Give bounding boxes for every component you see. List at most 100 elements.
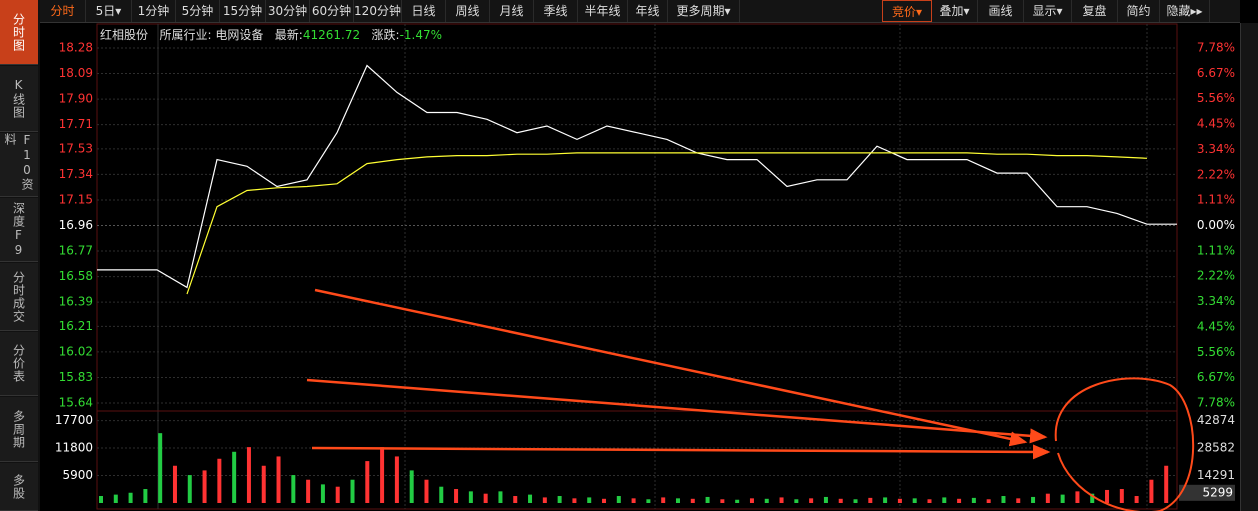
toolbar-button[interactable]: 周线 xyxy=(446,0,490,22)
toolbar-button[interactable]: 1分钟 xyxy=(132,0,176,22)
volume-bar xyxy=(1149,479,1154,503)
toolbar-button[interactable]: 季线 xyxy=(534,0,578,22)
fullscreen-icon[interactable] xyxy=(1218,0,1240,22)
toolbar-button[interactable]: 日线 xyxy=(402,0,446,22)
volume-bar xyxy=(838,498,843,503)
side-tab-label: 分价表 xyxy=(11,344,26,383)
y-tick-label: 16.96 xyxy=(59,218,93,232)
volume-bar xyxy=(350,479,355,503)
volume-bar xyxy=(957,498,962,503)
toolbar-button[interactable]: 分时 xyxy=(40,0,86,22)
toolbar-button[interactable]: 30分钟 xyxy=(266,0,310,22)
side-tab[interactable]: 多股 xyxy=(0,463,38,511)
volume-bar xyxy=(897,498,902,503)
volume-bar xyxy=(128,492,133,503)
toolbar-button[interactable]: 叠加▾ xyxy=(932,0,978,22)
volume-bar xyxy=(1045,493,1050,503)
volume-bar xyxy=(320,484,325,503)
side-tab[interactable]: F10资料 xyxy=(0,133,38,197)
side-tab[interactable]: 深度F9 xyxy=(0,198,38,262)
toolbar-button[interactable]: 年线 xyxy=(628,0,668,22)
volume-bar xyxy=(172,465,177,503)
chart: 18.28 18.09 17.90 17.71 17.53 17.34 17.15 16.96… xyxy=(55,23,1235,511)
volume-bar xyxy=(483,493,488,503)
latest-value: 41261.72 xyxy=(302,28,361,42)
y2-tick-label: 6.67% xyxy=(1197,66,1235,80)
volume-bar xyxy=(646,499,651,503)
change-label: 涨跌: xyxy=(371,28,400,42)
volume-bar xyxy=(380,447,385,503)
volume-bar xyxy=(439,486,444,503)
toolbar-button[interactable]: 竞价▾ xyxy=(882,0,932,22)
side-tab[interactable]: K线图 xyxy=(0,66,38,132)
y-tick-label: 15.83 xyxy=(59,370,93,384)
toolbar-button[interactable]: 显示▾ xyxy=(1024,0,1072,22)
side-tab-label: 多股 xyxy=(11,473,26,500)
side-tab[interactable]: 多周期 xyxy=(0,397,38,462)
y-tick-label: 17.53 xyxy=(59,141,93,155)
volume-bar xyxy=(912,498,917,503)
toolbar-button[interactable]: 更多周期▾ xyxy=(668,0,740,22)
toolbar-button[interactable]: 15分钟 xyxy=(220,0,266,22)
side-tab-label: 多周期 xyxy=(11,409,26,449)
volume-bar xyxy=(557,496,562,503)
volume-bar xyxy=(853,499,858,503)
toolbar-button[interactable]: 120分钟 xyxy=(354,0,402,22)
toolbar-button[interactable]: 5日▾ xyxy=(86,0,132,22)
volume-bar xyxy=(291,475,296,503)
annotation-circle xyxy=(1054,377,1195,511)
volume-bar xyxy=(306,479,311,503)
volume-bar xyxy=(1164,465,1169,503)
volume-bar xyxy=(217,458,222,503)
volume-bar xyxy=(187,475,192,503)
annotation-arrow xyxy=(311,444,1051,460)
volume-bar xyxy=(246,447,251,503)
volume-bar xyxy=(616,496,621,503)
side-tab[interactable]: 分价表 xyxy=(0,332,38,396)
volume-bar xyxy=(261,465,266,503)
y2-tick-label: 3.34% xyxy=(1197,142,1235,156)
sidebar: 分时图 K线图 F10资料深度F9 分时成交分价表多周期多股 xyxy=(0,0,40,511)
stock-info: 红相股份 所属行业: 电网设备 最新:41261.72 涨跌:-1.47% xyxy=(100,26,442,43)
y2-tick-label: 6.67% xyxy=(1197,370,1235,384)
volume-bar xyxy=(868,497,873,503)
y2-tick-label: 5.56% xyxy=(1197,345,1235,359)
volume-bar xyxy=(572,498,577,503)
plot-frame xyxy=(96,23,1178,510)
y2-tick-label: 7.78% xyxy=(1197,41,1235,55)
volume-bar xyxy=(1090,493,1095,503)
annotation-arrow xyxy=(314,288,1028,447)
toolbar-button[interactable]: 隐藏▸▸ xyxy=(1160,0,1210,22)
toolbar-button[interactable]: 60分钟 xyxy=(310,0,354,22)
side-tab-label: 分时图 xyxy=(11,12,26,52)
volume-bar xyxy=(409,470,414,503)
toolbar-button[interactable]: 5分钟 xyxy=(176,0,220,22)
volume-bar xyxy=(542,497,547,503)
toolbar-button[interactable]: 简约 xyxy=(1118,0,1160,22)
last-volume-box xyxy=(1179,484,1235,501)
side-tab[interactable]: 分时成交 xyxy=(0,263,38,331)
volume-bar xyxy=(720,499,725,503)
volume-bar xyxy=(276,456,281,503)
side-tab[interactable]: 分时图 xyxy=(0,0,38,65)
annotation-arrow xyxy=(306,378,1048,444)
side-tab-label: 分时成交 xyxy=(11,270,26,323)
volume-bar xyxy=(202,470,207,503)
volume-bar xyxy=(158,433,163,503)
toolbar-button[interactable]: 画线 xyxy=(978,0,1024,22)
y2-tick-label: 1.11% xyxy=(1197,243,1235,257)
toolbar-button[interactable]: 半年线 xyxy=(578,0,628,22)
change-value: -1.47% xyxy=(399,28,443,42)
vol-y2-tick-label: 42874 xyxy=(1197,413,1235,427)
y-tick-label: 16.77 xyxy=(59,244,93,258)
volume-bar xyxy=(794,499,799,503)
toolbar-button[interactable]: 月线 xyxy=(490,0,534,22)
volume-bar xyxy=(883,497,888,503)
latest-label: 最新: xyxy=(274,28,303,42)
y2-tick-label: 5.56% xyxy=(1197,91,1235,105)
side-tab-label: 深度F9 xyxy=(11,201,26,258)
volume-bar xyxy=(1105,489,1110,503)
last-volume: 5299 xyxy=(1202,485,1233,499)
toolbar-button[interactable]: 复盘 xyxy=(1072,0,1118,22)
volume-bar xyxy=(735,499,740,503)
